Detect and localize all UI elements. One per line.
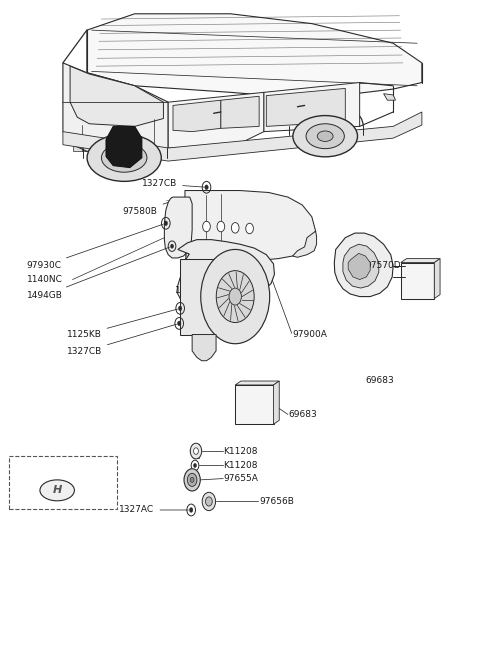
Circle shape <box>187 474 197 486</box>
Text: 97570D: 97570D <box>365 261 401 270</box>
Ellipse shape <box>40 480 74 501</box>
Text: 1249GE: 1249GE <box>175 262 238 295</box>
Ellipse shape <box>293 115 358 157</box>
Circle shape <box>193 448 198 455</box>
Circle shape <box>184 469 200 491</box>
Text: 1494GB: 1494GB <box>27 247 169 300</box>
Text: 1327CB: 1327CB <box>142 180 204 188</box>
Text: H: H <box>52 485 62 495</box>
Ellipse shape <box>317 131 333 142</box>
Polygon shape <box>334 233 393 297</box>
Ellipse shape <box>115 152 134 164</box>
Text: 1327CB: 1327CB <box>67 324 177 356</box>
Polygon shape <box>168 92 264 148</box>
Polygon shape <box>70 66 163 127</box>
Circle shape <box>217 221 225 232</box>
Text: 97655A: 97655A <box>29 486 64 495</box>
Bar <box>64 96 73 119</box>
Polygon shape <box>274 381 279 424</box>
Circle shape <box>190 478 194 483</box>
Text: 97900A: 97900A <box>293 330 327 339</box>
Circle shape <box>164 221 168 226</box>
Circle shape <box>202 492 216 510</box>
Circle shape <box>178 321 181 326</box>
Polygon shape <box>434 258 440 298</box>
Polygon shape <box>343 244 379 288</box>
Circle shape <box>205 185 208 190</box>
Text: 69683: 69683 <box>366 376 395 385</box>
Polygon shape <box>348 253 370 279</box>
Text: 1140NC: 1140NC <box>27 275 63 284</box>
Polygon shape <box>401 258 440 262</box>
Circle shape <box>203 221 210 232</box>
Text: 1125KB: 1125KB <box>67 309 178 339</box>
Polygon shape <box>177 190 316 298</box>
Circle shape <box>190 443 202 459</box>
Text: 97656B: 97656B <box>259 497 294 506</box>
Circle shape <box>193 463 196 468</box>
Polygon shape <box>264 83 360 132</box>
Circle shape <box>170 244 174 248</box>
Polygon shape <box>178 239 275 300</box>
Polygon shape <box>266 89 345 127</box>
Circle shape <box>216 271 254 323</box>
Polygon shape <box>192 335 216 361</box>
Circle shape <box>238 258 242 263</box>
Text: 97655A: 97655A <box>223 474 258 483</box>
Circle shape <box>246 223 253 234</box>
Ellipse shape <box>306 124 344 149</box>
Circle shape <box>229 288 241 305</box>
Text: K11208: K11208 <box>223 461 258 470</box>
Polygon shape <box>173 100 221 132</box>
Polygon shape <box>293 231 317 257</box>
Polygon shape <box>87 14 422 99</box>
Circle shape <box>179 306 182 311</box>
Bar <box>401 262 434 298</box>
Text: 69683: 69683 <box>289 410 318 419</box>
Text: 97580B: 97580B <box>123 198 182 216</box>
Circle shape <box>231 222 239 233</box>
Bar <box>73 135 131 152</box>
Text: K11208: K11208 <box>223 447 258 455</box>
Polygon shape <box>164 197 192 258</box>
Polygon shape <box>221 96 259 129</box>
Bar <box>180 259 233 335</box>
Ellipse shape <box>101 144 147 173</box>
Circle shape <box>205 497 212 506</box>
Text: (W/O MULTI SPEED): (W/O MULTI SPEED) <box>14 464 96 473</box>
Polygon shape <box>384 94 396 100</box>
Circle shape <box>190 508 193 512</box>
Text: 97930C: 97930C <box>26 224 163 270</box>
Polygon shape <box>63 112 422 161</box>
Polygon shape <box>63 63 168 155</box>
Bar <box>235 385 274 424</box>
Circle shape <box>201 249 270 344</box>
Polygon shape <box>106 127 142 168</box>
Polygon shape <box>235 381 279 385</box>
Ellipse shape <box>87 134 161 181</box>
FancyBboxPatch shape <box>9 456 117 509</box>
Text: 1327AC: 1327AC <box>120 506 189 514</box>
